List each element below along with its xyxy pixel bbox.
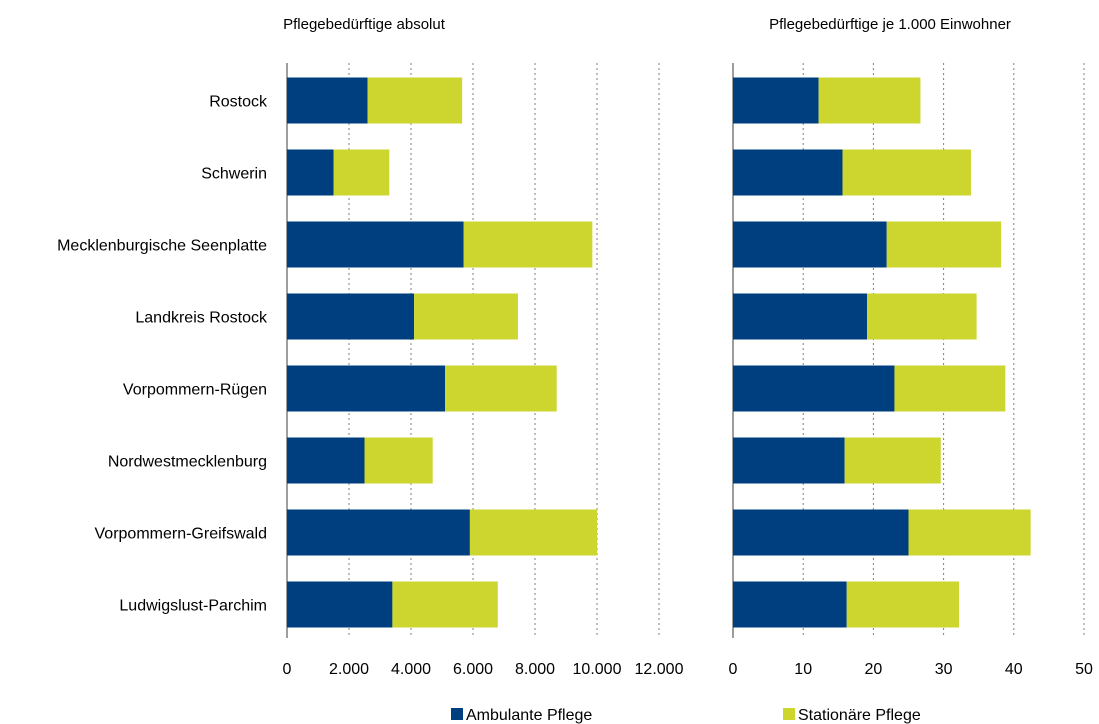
bar-per-1000-stationaer-5 [844,437,941,484]
category-label-0: Rostock [209,94,268,111]
bar-absolute-ambulant-2 [287,221,464,268]
legend-label-stationaer: Stationäre Pflege [798,707,921,724]
bar-absolute-ambulant-0 [287,77,368,124]
x-tick-label-absolute-1: 2.000 [329,661,369,678]
chart-panel-per-1000: Pflegebedürftige je 1.000 Einwohner 0 10 2… [729,16,1093,678]
bar-per-1000-stationaer-2 [886,221,1002,268]
x-tick-label-per-1000-0: 0 [729,661,738,678]
bar-per-1000-ambulant-5 [733,437,845,484]
category-label-2: Mecklenburgische Seenplatte [57,238,267,255]
bar-absolute-ambulant-3 [287,293,415,340]
legend: Ambulante Pflege Stationäre Pflege [451,707,921,724]
chart-title-per-1000: Pflegebedürftige je 1.000 Einwohner [769,16,1011,33]
x-tick-label-per-1000-2: 20 [865,661,883,678]
bar-absolute-stationaer-5 [364,437,433,484]
bar-absolute-stationaer-1 [333,149,390,196]
x-tick-label-per-1000-1: 10 [794,661,812,678]
category-label-7: Ludwigslust-Parchim [119,598,267,615]
x-tick-labels-per-1000: 0 10 20 30 40 50 [729,661,1093,678]
category-label-4: Vorpommern-Rügen [123,382,267,399]
category-label-1: Schwerin [201,166,267,183]
x-tick-label-absolute-6: 12.000 [635,661,684,678]
bar-absolute-ambulant-7 [287,581,393,628]
category-label-3: Landkreis Rostock [135,310,268,327]
bar-per-1000-stationaer-0 [818,77,921,124]
bar-absolute-stationaer-3 [414,293,518,340]
bar-absolute-ambulant-5 [287,437,365,484]
bar-per-1000-ambulant-1 [733,149,843,196]
x-tick-labels-absolute: 0 2.000 4.000 6.000 8.000 10.000 12.000 [283,661,684,678]
bar-per-1000-stationaer-3 [867,293,977,340]
bar-per-1000-ambulant-2 [733,221,887,268]
chart-title-absolute: Pflegebedürftige absolut [283,16,446,33]
bar-per-1000-ambulant-4 [733,365,895,412]
bar-per-1000-stationaer-7 [846,581,960,628]
x-tick-label-per-1000-3: 30 [935,661,953,678]
x-tick-label-absolute-0: 0 [283,661,292,678]
bar-absolute-stationaer-6 [469,509,597,556]
x-tick-label-absolute-4: 8.000 [515,661,555,678]
legend-label-ambulant: Ambulante Pflege [466,707,592,724]
bar-per-1000-stationaer-1 [842,149,971,196]
x-tick-label-absolute-2: 4.000 [391,661,431,678]
bar-absolute-stationaer-2 [463,221,593,268]
x-tick-label-absolute-5: 10.000 [573,661,622,678]
bar-per-1000-ambulant-6 [733,509,909,556]
x-tick-label-per-1000-5: 50 [1075,661,1093,678]
bar-per-1000-ambulant-7 [733,581,847,628]
bar-absolute-stationaer-0 [367,77,463,124]
x-tick-label-per-1000-4: 40 [1005,661,1023,678]
bar-absolute-stationaer-4 [445,365,557,412]
bar-absolute-ambulant-4 [287,365,446,412]
bar-per-1000-ambulant-0 [733,77,819,124]
category-label-5: Nordwestmecklenburg [108,454,267,471]
bar-absolute-ambulant-6 [287,509,470,556]
bar-per-1000-stationaer-4 [894,365,1006,412]
chart-panel-absolute: Pflegebedürftige absolut Rostock Schwerin… [57,16,683,678]
legend-swatch-stationaer [783,708,795,720]
bars-per-1000 [733,77,1031,628]
category-label-6: Vorpommern-Greifswald [95,526,268,543]
bar-absolute-stationaer-7 [392,581,498,628]
category-labels: Rostock Schwerin Mecklenburgische Seenplat… [57,94,268,615]
bar-absolute-ambulant-1 [287,149,334,196]
bar-per-1000-ambulant-3 [733,293,868,340]
legend-swatch-ambulant [451,708,463,720]
bars-absolute [287,77,597,628]
x-tick-label-absolute-3: 6.000 [453,661,493,678]
bar-per-1000-stationaer-6 [908,509,1031,556]
